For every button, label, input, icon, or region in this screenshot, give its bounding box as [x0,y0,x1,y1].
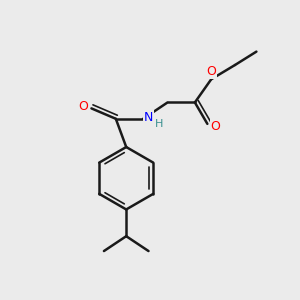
Text: O: O [211,120,220,133]
Text: H: H [155,119,164,129]
Text: N: N [143,111,153,124]
Text: O: O [78,100,88,113]
Text: O: O [206,65,216,78]
